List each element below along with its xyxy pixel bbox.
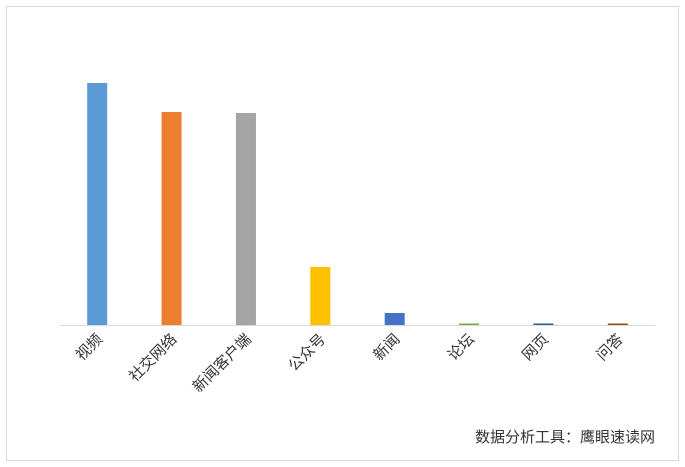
bar: [161, 112, 182, 325]
bar: [235, 113, 256, 325]
annotation: 数据分析工具：鹰眼速读网: [475, 428, 655, 446]
chart-border: [6, 6, 679, 461]
bar: [384, 313, 405, 325]
bar: [607, 323, 628, 325]
bar: [459, 323, 480, 325]
bar: [87, 83, 108, 325]
bar: [533, 323, 554, 325]
bar: [310, 267, 331, 325]
